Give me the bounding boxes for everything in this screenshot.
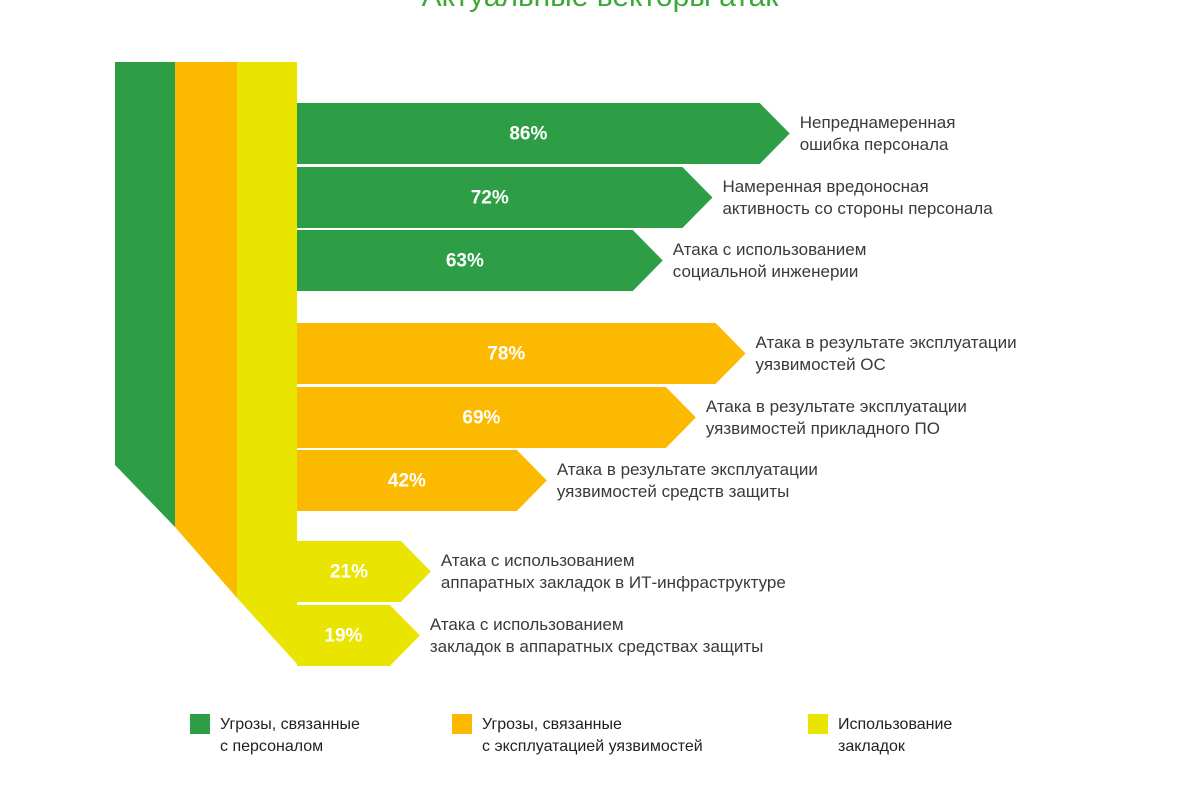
category-label: Атака в результате эксплуатации уязвимос… — [705, 396, 967, 438]
bar — [297, 387, 696, 448]
value-label: 72% — [471, 188, 509, 209]
decor-stripe — [115, 62, 175, 527]
legend-swatch — [452, 714, 472, 734]
legend-label: Угрозы, связанные с эксплуатацией уязвим… — [482, 716, 703, 755]
category-label: Намеренная вредоносная активность со сто… — [722, 176, 993, 218]
value-label: 69% — [462, 408, 500, 429]
value-label: 78% — [487, 344, 525, 365]
value-label: 63% — [446, 251, 484, 272]
decor-stripe — [175, 62, 237, 598]
bar — [297, 230, 663, 291]
legend-swatch — [808, 714, 828, 734]
chart-title: Актуальные векторы атак — [422, 0, 780, 13]
legend-swatch — [190, 714, 210, 734]
category-label: Атака с использованием аппаратных заклад… — [440, 550, 786, 592]
category-label: Атака в результате эксплуатации уязвимос… — [755, 332, 1017, 374]
value-label: 86% — [509, 124, 547, 145]
decor-stripe — [237, 62, 297, 664]
legend-label: Угрозы, связанные с персоналом — [220, 716, 360, 755]
category-label: Атака в результате эксплуатации уязвимос… — [556, 459, 818, 501]
bar — [297, 450, 547, 511]
value-label: 21% — [330, 562, 368, 583]
legend-label: Использование закладок — [838, 716, 953, 755]
category-label: Непреднамеренная ошибка персонала — [799, 112, 956, 154]
bar — [297, 605, 420, 666]
value-label: 42% — [388, 471, 426, 492]
bar — [297, 541, 431, 602]
category-label: Атака с использованием социальной инжене… — [672, 239, 867, 281]
value-label: 19% — [324, 626, 362, 647]
bar — [297, 103, 790, 164]
category-label: Атака с использованием закладок в аппара… — [429, 614, 764, 656]
bar — [297, 323, 746, 384]
bar — [297, 167, 713, 228]
